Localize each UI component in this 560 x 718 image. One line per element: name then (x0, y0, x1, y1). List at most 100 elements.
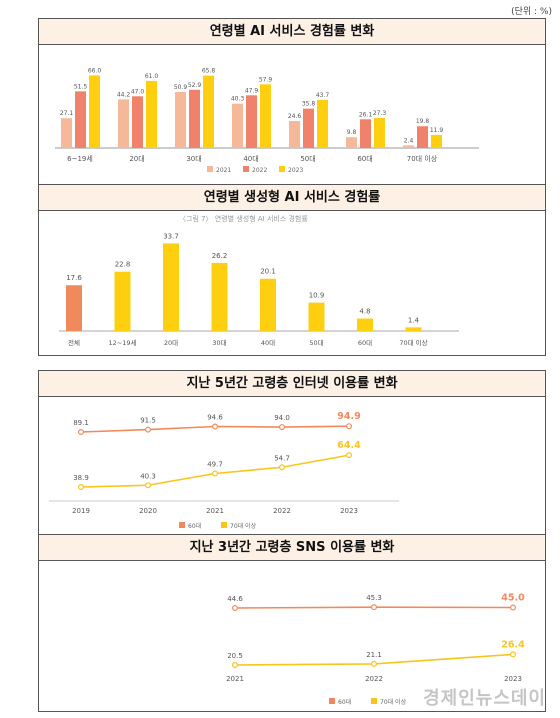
x-tick-label: 2022 (273, 507, 291, 515)
chart1-data-label: 47.9 (245, 87, 259, 94)
chart2-category-label: 전체 (68, 338, 80, 347)
chart1-category-label: 50대 (300, 155, 315, 163)
chart2-category-label: 40대 (261, 339, 275, 347)
chart1-data-label: 40.3 (231, 96, 245, 103)
series-point (77, 483, 84, 490)
chart1-category-label: 20대 (129, 155, 144, 163)
chart2-data-label: 4.8 (359, 308, 370, 316)
point-data-label: 94.0 (274, 414, 290, 422)
chart1-legend-label: 2022 (252, 167, 267, 174)
chart1-data-label: 19.8 (416, 118, 430, 125)
ai-experience-change-panel: 연령별 AI 서비스 경험률 변화 27.1 51.5 66.0 6~19세 44.2 4… (38, 18, 546, 186)
chart1-bar (146, 80, 157, 148)
chart1-category-label: 40대 (243, 155, 258, 163)
chart1-bar (317, 99, 328, 148)
sns-usage-panel: 지난 3년간 고령층 SNS 이용률 변화 44.6 45.3 45.0 20.5 21… (38, 534, 546, 712)
series-point (279, 424, 286, 431)
chart1-bar (289, 120, 300, 148)
x-tick-label: 2021 (206, 507, 224, 515)
point-data-label: 94.6 (207, 414, 223, 422)
series-point (510, 651, 517, 658)
point-data-label: 45.3 (366, 594, 382, 602)
chart2-svg: 〈그림 7〉 연령별 생성형 AI 서비스 경험률 17.6 전체 22.8 12~19… (59, 214, 459, 347)
chart2-category-label: 60대 (358, 339, 372, 347)
genai-experience-panel: 연령별 생성형 AI 서비스 경험률 〈그림 7〉 연령별 생성형 AI 서비스… (38, 184, 546, 356)
chart1-data-label: 47.0 (131, 88, 145, 95)
unit-label: (단위 : %) (511, 7, 552, 17)
series-point (232, 661, 239, 668)
chart1-bar (203, 75, 214, 148)
chart1-category-label: 60대 (357, 155, 372, 163)
chart1-bar (132, 96, 143, 148)
chart1-data-label: 2.4 (404, 137, 414, 144)
chart2-subtitle: 〈그림 7〉 연령별 생성형 AI 서비스 경험률 (179, 214, 308, 223)
chart1-bar (303, 108, 314, 148)
chart1-bar (61, 118, 72, 148)
series-point (279, 464, 286, 471)
x-tick-label: 2020 (139, 507, 157, 515)
legend-swatch (179, 522, 185, 528)
chart2-category-label: 20대 (164, 339, 178, 347)
chart1-data-label: 27.3 (373, 110, 387, 117)
chart2-bar (260, 278, 276, 331)
legend-swatch (221, 522, 227, 528)
chart2-data-label: 1.4 (408, 316, 420, 324)
chart1-data-label: 35.8 (302, 101, 316, 108)
chart1-legend-label: 2023 (288, 167, 303, 174)
series-point (371, 604, 378, 611)
chart1-data-label: 11.9 (430, 127, 444, 134)
chart1-bar (431, 134, 442, 148)
chart3-title: 지난 5년간 고령층 인터넷 이용률 변화 (39, 371, 545, 397)
chart1-bar (189, 89, 200, 148)
chart1-bar (374, 117, 385, 148)
point-data-label: 89.1 (73, 419, 89, 427)
legend-label: 60대 (188, 522, 201, 530)
chart1-data-label: 44.2 (117, 91, 131, 98)
x-tick-label: 2021 (226, 675, 244, 683)
internet-usage-panel: 지난 5년간 고령층 인터넷 이용률 변화 89.1 91.5 94.6 94.0 94… (38, 370, 546, 536)
chart1-bar (346, 137, 357, 148)
chart2-category-label: 70대 이상 (399, 338, 427, 347)
chart2-bar (163, 243, 179, 331)
legend-label: 70대 이상 (230, 522, 257, 530)
chart1-legend-swatch (207, 166, 213, 172)
chart2-bar (114, 271, 131, 331)
legend-label: 60대 (338, 698, 351, 706)
chart1-bar (232, 103, 243, 148)
series-point (346, 423, 353, 430)
chart1-bar (360, 119, 371, 148)
point-data-label: 49.7 (207, 461, 223, 469)
series-point (212, 470, 219, 477)
chart1-bar (246, 95, 257, 148)
legend-swatch (329, 698, 335, 704)
chart1-bar (403, 145, 414, 148)
chart1-data-label: 66.0 (88, 67, 102, 74)
chart2-bar (211, 262, 228, 331)
chart1-legend-swatch (279, 166, 285, 172)
chart1-category-label: 30대 (186, 155, 201, 163)
chart4-svg: 44.6 45.3 45.0 20.5 21.1 26.4 2021 2022 2023 60대 7… (226, 593, 525, 706)
point-data-label: 38.9 (73, 474, 89, 482)
chart2-bar (405, 327, 422, 331)
point-data-label: 64.4 (337, 440, 361, 451)
chart2-data-label: 20.1 (260, 268, 276, 276)
point-data-label: 26.4 (501, 639, 525, 650)
series-point (371, 660, 378, 667)
chart2-bar (357, 318, 373, 331)
x-tick-label: 2022 (365, 675, 383, 683)
watermark-logo: 경제인뉴스데이 (423, 688, 546, 709)
legend-swatch (371, 698, 377, 704)
chart2-bar (308, 302, 325, 331)
chart1-legend-label: 2021 (216, 167, 231, 174)
chart2-data-label: 33.7 (163, 232, 179, 240)
chart1-data-label: 51.5 (74, 83, 88, 90)
chart2-data-label: 17.6 (66, 274, 82, 282)
point-data-label: 44.6 (227, 595, 243, 603)
point-data-label: 54.7 (274, 454, 290, 462)
series-point (144, 482, 151, 489)
chart1-data-label: 9.8 (347, 129, 357, 136)
point-data-label: 20.5 (227, 652, 243, 660)
chart3-svg: 89.1 91.5 94.6 94.0 94.9 38.9 40.3 49.7 54.7 64.4… (49, 411, 399, 530)
chart1-category-label: 6~19세 (67, 154, 93, 163)
chart1-svg: 27.1 51.5 66.0 6~19세 44.2 47.0 61.0 20대 50.9 52.9… (55, 67, 479, 174)
